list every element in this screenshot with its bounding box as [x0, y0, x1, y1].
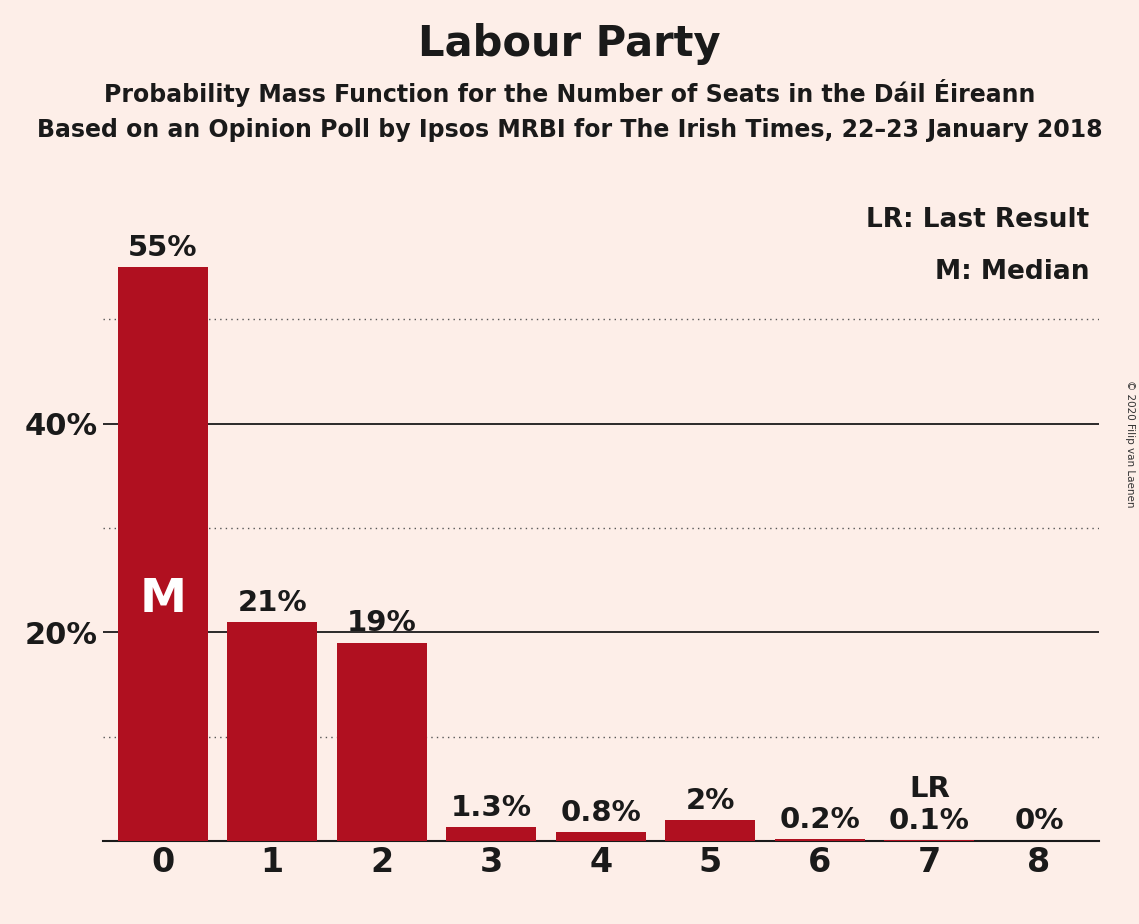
Bar: [117, 267, 207, 841]
Bar: [665, 820, 755, 841]
Text: © 2020 Filip van Laenen: © 2020 Filip van Laenen: [1125, 380, 1134, 507]
Text: LR: Last Result: LR: Last Result: [866, 207, 1089, 233]
Text: LR: LR: [909, 775, 950, 803]
Bar: [556, 833, 646, 841]
Text: 1.3%: 1.3%: [451, 794, 532, 822]
Text: 0%: 0%: [1014, 807, 1064, 834]
Bar: [775, 839, 865, 841]
Text: 19%: 19%: [347, 610, 417, 638]
Text: 0.2%: 0.2%: [779, 806, 860, 833]
Text: 21%: 21%: [237, 589, 308, 616]
Text: M: Median: M: Median: [935, 259, 1089, 285]
Text: M: M: [139, 578, 187, 623]
Bar: [337, 642, 427, 841]
Text: 55%: 55%: [128, 234, 197, 261]
Text: Labour Party: Labour Party: [418, 23, 721, 65]
Bar: [228, 622, 317, 841]
Text: 2%: 2%: [686, 786, 735, 815]
Text: Based on an Opinion Poll by Ipsos MRBI for The Irish Times, 22–23 January 2018: Based on an Opinion Poll by Ipsos MRBI f…: [36, 118, 1103, 142]
Text: Probability Mass Function for the Number of Seats in the Dáil Éireann: Probability Mass Function for the Number…: [104, 79, 1035, 106]
Text: 0.1%: 0.1%: [888, 807, 969, 834]
Text: 0.8%: 0.8%: [560, 799, 641, 827]
Bar: [885, 840, 974, 841]
Bar: [446, 827, 536, 841]
